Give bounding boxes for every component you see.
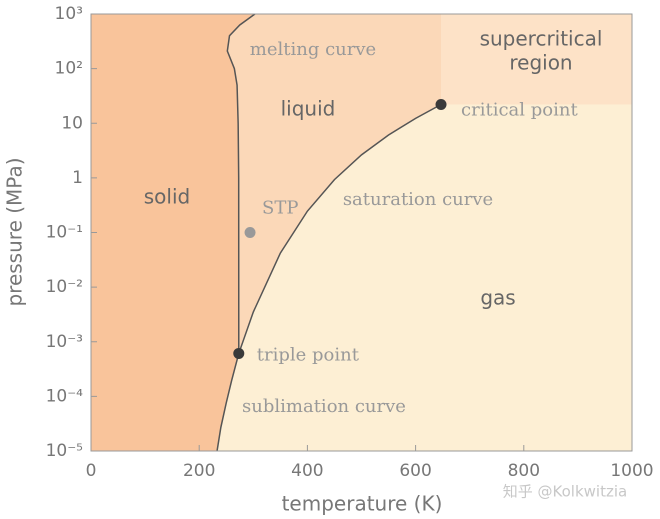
phase-curve (216, 353, 240, 452)
x-tick-label: 1000 (610, 461, 653, 481)
point-marker (435, 98, 447, 110)
region-label: region (509, 51, 572, 75)
curve-label: saturation curve (343, 189, 493, 210)
point-label: triple point (257, 344, 360, 365)
region-label: liquid (281, 97, 336, 121)
x-tick-label: 600 (399, 461, 431, 481)
curve-label: sublimation curve (242, 396, 406, 417)
watermark: 知乎 @Kolkwitzia (503, 483, 627, 501)
region-label: supercritical (480, 27, 603, 51)
y-tick-label: 10⁻¹ (46, 223, 83, 243)
point-label: critical point (461, 99, 578, 120)
y-tick-label: 10 (61, 113, 83, 133)
y-tick-label: 1 (72, 168, 83, 188)
solid-region (91, 14, 255, 451)
supercritical-region (441, 14, 632, 105)
phase-curve (226, 13, 256, 354)
x-tick-label: 200 (183, 461, 215, 481)
curve-label: melting curve (250, 39, 376, 60)
y-tick-label: 10⁻³ (46, 332, 83, 352)
region-label: solid (144, 185, 190, 209)
x-tick-label: 0 (86, 461, 97, 481)
liquid-region (227, 14, 442, 354)
region-label: gas (480, 286, 515, 310)
y-tick-label: 10⁻² (46, 277, 83, 297)
point-label: STP (262, 198, 298, 219)
y-tick-label: 10⁻⁵ (46, 441, 83, 461)
x-tick-label: 800 (508, 461, 540, 481)
point-marker (233, 347, 245, 359)
y-axis-label: pressure (MPa) (3, 157, 27, 306)
point-marker (244, 227, 256, 238)
y-tick-label: 10⁻⁴ (46, 386, 84, 406)
y-tick-label: 10² (55, 59, 83, 79)
x-axis-label: temperature (K) (282, 492, 443, 516)
x-tick-label: 400 (291, 461, 323, 481)
y-tick-label: 10³ (55, 4, 83, 24)
phase-curve (238, 103, 442, 354)
